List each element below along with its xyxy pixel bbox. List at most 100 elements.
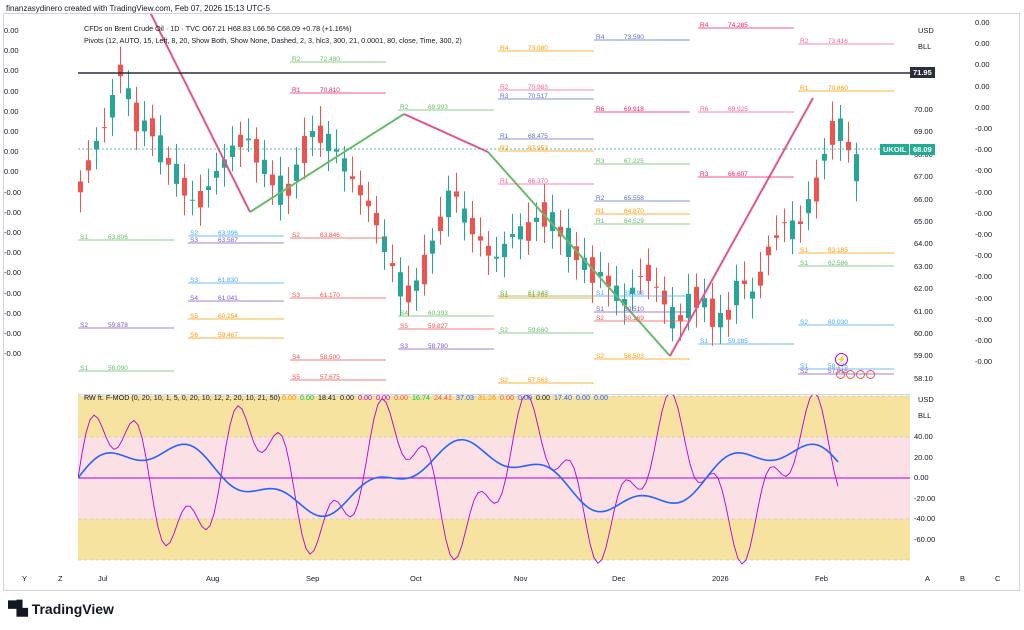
pivot-value-label: 67.953 <box>528 145 548 152</box>
oscillator-scale[interactable]: 40.00 20.00 0.00 -20.00 -40.00 -60.00 <box>914 0 954 590</box>
scale-tick-label: -0.00 <box>975 166 993 176</box>
candle-body <box>774 235 779 238</box>
scale-tick-label: 0.00 <box>4 106 19 116</box>
time-axis-label: 2026 <box>712 574 729 583</box>
time-axis-label: Nov <box>514 574 528 583</box>
scale-tick-label: -0.00 <box>975 357 993 367</box>
pivot-value-label: 69.925 <box>728 106 748 113</box>
pivot-value-label: 58.503 <box>624 353 644 360</box>
zigzag-trend-line <box>249 113 405 213</box>
pivot-type-label: R2 <box>500 84 509 91</box>
candle-body <box>558 226 563 237</box>
candle-body <box>678 315 683 321</box>
symbol-legend[interactable]: CFDs on Brent Crude Oil · 1D · TVC O67.2… <box>84 24 352 33</box>
candle-body <box>782 222 787 224</box>
zigzag-trend-line <box>487 151 671 357</box>
candle-body <box>174 163 179 184</box>
candle-body <box>598 272 603 277</box>
pivot-value-label: 59.660 <box>528 327 548 334</box>
time-axis[interactable]: Y Z Jul Aug Sep Oct Nov Dec 2026 Feb A B C <box>0 574 1024 588</box>
pivot-value-label: 67.225 <box>624 158 644 165</box>
candle-body <box>190 199 195 201</box>
candle-body <box>758 271 763 286</box>
pivot-value-label: 59.878 <box>108 322 128 329</box>
pivot-type-label: S1 <box>800 247 808 254</box>
bolt-icon[interactable]: ⚡ <box>835 353 848 366</box>
candle-body <box>790 220 795 240</box>
candle-body <box>406 285 411 303</box>
pivot-type-label: S2 <box>800 319 808 326</box>
candle-body <box>534 217 539 222</box>
oscillator-value: 0.00 <box>594 393 609 402</box>
candle-body <box>814 177 819 202</box>
scale-tick-label: 0.00 <box>4 46 19 56</box>
scale-tick-label: -0.00 <box>4 308 22 318</box>
pivot-value-label: 65.558 <box>624 195 644 202</box>
oscillator-legend[interactable]: RW ft. F-MOD (0, 20, 10, 1, 5, 0, 20, 10… <box>84 393 612 402</box>
pivot-value-label: 63.185 <box>828 247 848 254</box>
pivot-type-label: S5 <box>190 313 198 320</box>
scale-tick-label: 0.00 <box>975 102 990 112</box>
scale-tick-label: 61.00 <box>914 306 933 316</box>
created-by-line: finanzasydinero created with TradingView… <box>6 4 270 13</box>
pivot-value-label: 72.480 <box>320 56 340 63</box>
candle-body <box>438 216 443 232</box>
right-zero-scale[interactable]: 0.00 0.00 0.00 0.00 0.00 -0.00 -0.00 -0.00 -0.00… <box>975 0 1019 590</box>
scale-tick-label: 69.00 <box>914 127 933 137</box>
scale-tick-label: -20.00 <box>914 493 936 503</box>
scale-tick-label: 58.10 <box>914 373 933 383</box>
scale-tick-label: 20.00 <box>914 452 933 462</box>
left-price-scale[interactable]: 0.00 0.00 0.00 0.00 0.00 0.00 0.00 0.00 -0.00 -0.… <box>4 0 74 590</box>
candle-body <box>798 221 803 225</box>
scale-tick-label: 0.00 <box>4 26 19 35</box>
candle-body <box>478 236 483 241</box>
pivot-value-label: 73.590 <box>624 34 644 41</box>
candle-body <box>294 164 299 181</box>
time-axis-label: Z <box>58 574 63 583</box>
candle-body <box>390 263 395 267</box>
pivot-value-label: 70.860 <box>828 85 848 92</box>
oscillator-pane[interactable] <box>78 394 910 566</box>
pivot-value-label: 61.765 <box>528 292 548 299</box>
time-axis-label: Feb <box>815 574 828 583</box>
pivot-type-label: S3 <box>292 292 300 299</box>
pivot-value-label: 59.467 <box>218 332 238 339</box>
pivot-type-label: S1 <box>596 306 604 313</box>
time-axis-label: Oct <box>410 574 422 583</box>
osc-currency-label[interactable]: USD <box>918 395 934 404</box>
main-chart-pane[interactable]: R4 74.285 R2 73.416 R4 73.590 R4 73.080 R2 72.480… <box>78 14 910 392</box>
pivot-value-label: 60.169 <box>624 315 644 322</box>
zigzag-trend-line <box>669 97 814 357</box>
tradingview-logo-icon: ▀▙ <box>8 600 28 616</box>
pivot-value-label: 63.846 <box>320 232 340 239</box>
candle-body <box>382 236 387 253</box>
currency-label[interactable]: USD <box>918 26 934 35</box>
candle-body <box>638 276 643 278</box>
candle-body <box>342 158 347 172</box>
candle-body <box>694 286 699 308</box>
event-markers[interactable] <box>836 370 875 379</box>
pivots-legend[interactable]: Pivots (12, AUTO, 15, Left, 8, 20, Show … <box>84 36 462 45</box>
event-marker-icon[interactable] <box>836 370 845 379</box>
candle-body <box>278 175 283 205</box>
oscillator-value: 37.03 <box>456 393 475 402</box>
event-marker-icon[interactable] <box>856 370 865 379</box>
candle-body <box>302 135 307 163</box>
scale-tick-label: 0.00 <box>4 147 19 157</box>
candle-body <box>238 134 243 148</box>
pivot-type-label: R4 <box>500 45 509 52</box>
scale-tick-label: 67.00 <box>914 172 933 182</box>
event-marker-icon[interactable] <box>866 370 875 379</box>
scale-tick-label: -0.00 <box>975 272 993 282</box>
unit-label[interactable]: BLL <box>918 42 932 51</box>
candle-body <box>158 135 163 163</box>
scale-tick-label: 0.00 <box>4 167 19 177</box>
candle-body <box>118 64 123 77</box>
pivot-type-label: S2 <box>596 353 604 360</box>
candle-body <box>838 118 843 141</box>
osc-unit-label[interactable]: BLL <box>918 411 932 420</box>
time-axis-label: B <box>960 574 966 583</box>
event-marker-icon[interactable] <box>846 370 855 379</box>
scale-tick-label: -0.00 <box>4 268 22 278</box>
scale-tick-label: -0.00 <box>4 207 22 217</box>
